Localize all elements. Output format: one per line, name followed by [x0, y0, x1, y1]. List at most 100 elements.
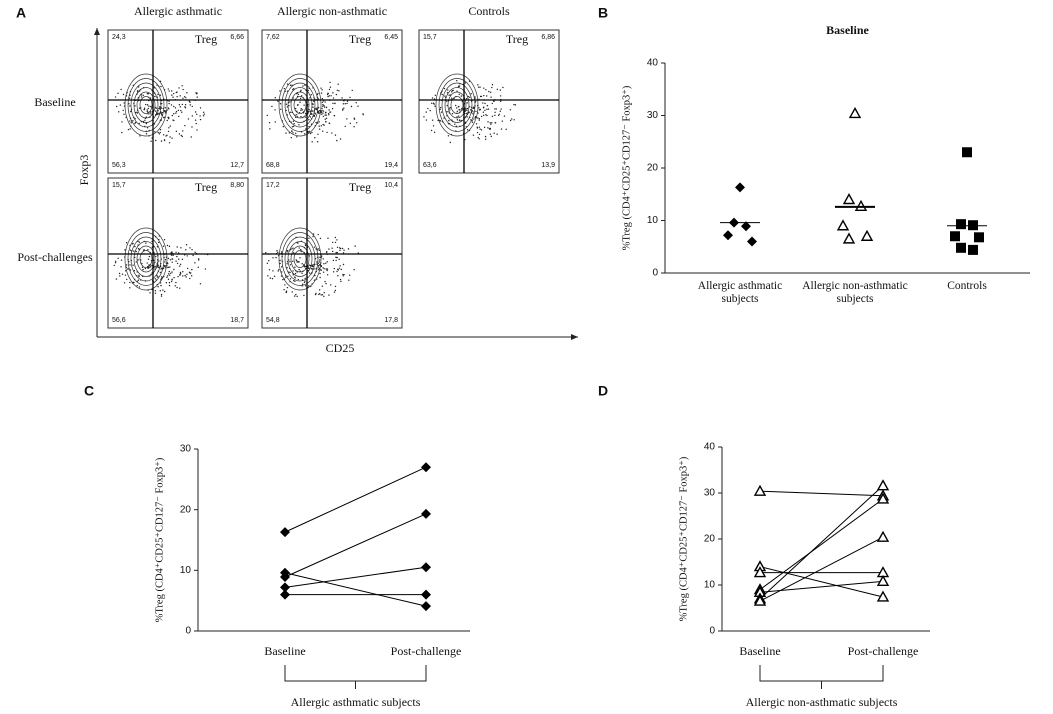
event-dot: [333, 291, 336, 293]
event-dot: [448, 94, 450, 96]
event-dot: [148, 255, 151, 258]
event-dot: [137, 259, 139, 261]
event-dot: [499, 89, 502, 91]
event-dot: [190, 136, 192, 138]
event-dot: [178, 265, 181, 267]
event-dot: [182, 97, 184, 99]
event-dot: [466, 97, 468, 100]
event-dot: [325, 262, 327, 264]
event-dot: [268, 269, 271, 271]
event-dot: [478, 107, 480, 109]
event-dot: [170, 254, 173, 256]
gate-label: Treg: [195, 180, 217, 194]
contour: [447, 91, 467, 119]
event-dot: [314, 268, 316, 270]
event-dot: [281, 271, 283, 273]
y-tick-label: 40: [647, 58, 659, 69]
event-dot: [308, 130, 311, 133]
event-dot: [308, 237, 310, 239]
event-dot: [475, 123, 478, 125]
event-dot: [116, 105, 118, 108]
event-dot: [286, 251, 288, 253]
event-dot: [289, 278, 292, 280]
event-dot: [321, 294, 324, 296]
event-dot: [299, 249, 302, 251]
event-dot: [299, 101, 301, 103]
event-dot: [287, 250, 289, 252]
y-tick-label: 40: [704, 442, 716, 453]
event-dot: [485, 95, 488, 97]
event-dot: [432, 102, 435, 104]
event-dot: [469, 96, 471, 99]
panel-letter: D: [598, 383, 608, 399]
event-dot: [138, 241, 141, 243]
event-dot: [470, 109, 472, 111]
event-dot: [304, 112, 307, 115]
event-dot: [289, 261, 291, 263]
event-dot: [514, 104, 517, 106]
event-dot: [348, 274, 351, 276]
chart-title: Baseline: [826, 23, 869, 37]
event-dot: [477, 136, 479, 139]
event-dot: [159, 131, 161, 134]
event-dot: [177, 275, 179, 278]
event-dot: [470, 119, 472, 121]
event-dot: [123, 102, 125, 104]
event-dot: [148, 264, 150, 266]
event-dot: [324, 101, 326, 103]
event-dot: [323, 263, 325, 265]
event-dot: [329, 86, 332, 88]
event-dot: [167, 116, 170, 119]
event-dot: [194, 262, 196, 264]
event-dot: [181, 135, 184, 138]
contour: [284, 236, 316, 282]
event-dot: [454, 123, 456, 125]
event-dot: [272, 257, 274, 259]
event-dot: [178, 104, 181, 106]
event-dot: [496, 133, 498, 135]
contour: [435, 73, 479, 137]
point: [968, 244, 978, 255]
event-dot: [159, 289, 162, 292]
flow-plot: Treg 24,3 6,66 56,3 12,7: [107, 29, 249, 174]
event-dot: [197, 266, 199, 269]
event-dot: [310, 94, 312, 96]
point: [741, 221, 751, 232]
event-dot: [182, 271, 184, 273]
group-bracket: [284, 665, 427, 689]
event-dot: [513, 119, 515, 121]
event-dot: [336, 268, 339, 271]
event-dot: [172, 119, 174, 121]
event-dot: [191, 268, 193, 271]
event-dot: [167, 88, 169, 90]
event-dot: [321, 285, 324, 287]
event-dot: [175, 110, 178, 113]
event-dot: [199, 107, 202, 109]
event-dot: [309, 116, 312, 118]
event-dot: [342, 273, 344, 276]
event-dot: [452, 89, 454, 92]
event-dot: [285, 276, 287, 279]
event-dot: [301, 95, 303, 97]
event-dot: [304, 265, 307, 268]
event-dot: [434, 105, 436, 107]
event-dot: [164, 107, 166, 109]
contour: [127, 78, 165, 132]
event-dot: [344, 125, 346, 128]
contour: [281, 78, 319, 132]
point: [747, 236, 757, 247]
event-dot: [198, 259, 200, 261]
event-dot: [266, 262, 269, 265]
event-dot: [136, 284, 138, 287]
event-dot: [490, 96, 492, 98]
event-dot: [483, 94, 485, 97]
y-tick-label: 20: [180, 504, 192, 515]
event-dot: [439, 108, 441, 111]
event-dot: [282, 278, 284, 281]
event-dot: [317, 248, 319, 250]
event-dot: [308, 125, 310, 128]
plot-frame: [261, 29, 403, 174]
event-dot: [166, 244, 169, 247]
event-dot: [339, 278, 342, 281]
event-dot: [182, 130, 184, 132]
